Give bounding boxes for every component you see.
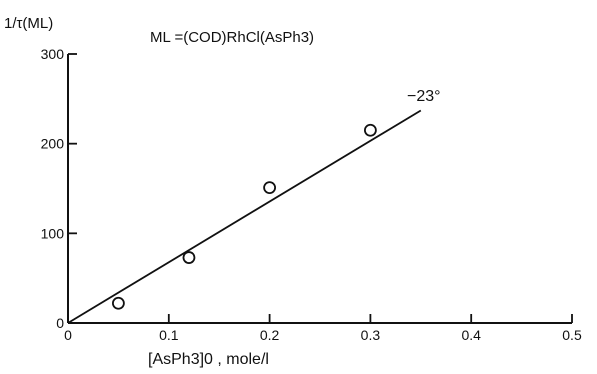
data-point	[182, 251, 196, 264]
y-tick-label: 300	[41, 46, 65, 62]
x-tick-label: 0.1	[159, 327, 179, 343]
data-point	[263, 181, 277, 195]
y-tick-label: 200	[41, 136, 65, 152]
axes	[67, 54, 572, 324]
y-axis-label: 1/τ(ML)	[4, 15, 53, 32]
x-tick-label: 0	[64, 327, 72, 343]
chart-title: ML =(COD)RhCl(AsPh3)	[150, 29, 314, 46]
y-tick-label: 100	[41, 225, 65, 241]
x-tick-label: 0.4	[461, 327, 481, 343]
data-point	[363, 123, 377, 137]
fit-line	[67, 109, 422, 324]
fit-line-group	[67, 109, 422, 324]
x-tick-label: 0.3	[361, 327, 381, 343]
data-point	[112, 296, 125, 310]
line-annotation: −23°	[407, 88, 441, 105]
x-tick-label: 0.5	[562, 327, 582, 343]
data-points	[112, 123, 377, 310]
x-axis-label: [AsPh3]0 , mole/l	[148, 351, 269, 368]
y-tick-label: 0	[56, 315, 64, 331]
x-tick-label: 0.2	[260, 327, 280, 343]
ticks: 0 0.1 0.2 0.3 0.4 0.5 0 100 200 300	[41, 46, 582, 343]
